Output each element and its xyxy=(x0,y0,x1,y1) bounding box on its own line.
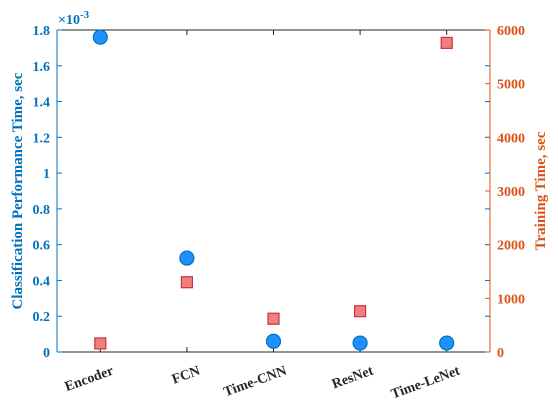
right-tick-label: 3000 xyxy=(497,185,525,200)
left-tick-label: 1.4 xyxy=(33,96,51,111)
right-tick-label: 6000 xyxy=(497,24,525,39)
x-tick-label: Time-LeNet xyxy=(389,364,462,403)
training-time-point xyxy=(267,312,280,325)
classification-time-point xyxy=(265,333,282,349)
training-time-point xyxy=(354,305,367,318)
left-tick-label: 1 xyxy=(43,167,50,182)
left-tick-label: 0 xyxy=(43,346,50,361)
left-axis-label: Classification Performance Time, sec xyxy=(10,72,26,309)
left-axis-exponent: ×10-3 xyxy=(58,9,90,28)
x-tick-label: Encoder xyxy=(63,364,116,395)
left-tick-label: 1.6 xyxy=(33,60,51,75)
classification-time-point xyxy=(439,335,455,351)
left-tick-label: 0.4 xyxy=(33,274,51,289)
left-tick-label: 1.2 xyxy=(33,131,51,146)
training-time-point xyxy=(180,276,193,289)
right-axis-ticks: 0 1000 2000 3000 4000 5000 6000 xyxy=(485,24,525,361)
training-time-point xyxy=(440,36,453,49)
right-tick-label: 2000 xyxy=(497,239,525,254)
left-tick-label: 0.8 xyxy=(33,203,51,218)
data-points xyxy=(92,29,455,351)
classification-time-point xyxy=(92,29,108,45)
left-tick-label: 0.6 xyxy=(33,239,51,254)
x-tick-label: FCN xyxy=(170,364,202,388)
training-time-point xyxy=(94,337,107,350)
right-tick-label: 5000 xyxy=(497,78,525,93)
x-tick-label: Time-CNN xyxy=(222,364,289,401)
left-tick-label: 1.8 xyxy=(33,24,51,39)
classification-time-point xyxy=(179,250,195,266)
classification-time-point xyxy=(352,335,368,351)
plot-area xyxy=(57,30,490,352)
left-axis-ticks: 0 0.2 0.4 0.6 0.8 1 1.2 1.4 1.6 1.8 xyxy=(33,24,490,361)
right-tick-label: 1000 xyxy=(497,292,525,307)
right-tick-label: 0 xyxy=(497,346,504,361)
left-tick-label: 0.2 xyxy=(33,310,51,325)
right-tick-label: 4000 xyxy=(497,131,525,146)
x-tick-label: ResNet xyxy=(330,364,376,393)
right-axis-label: Training Time, sec xyxy=(533,131,549,250)
